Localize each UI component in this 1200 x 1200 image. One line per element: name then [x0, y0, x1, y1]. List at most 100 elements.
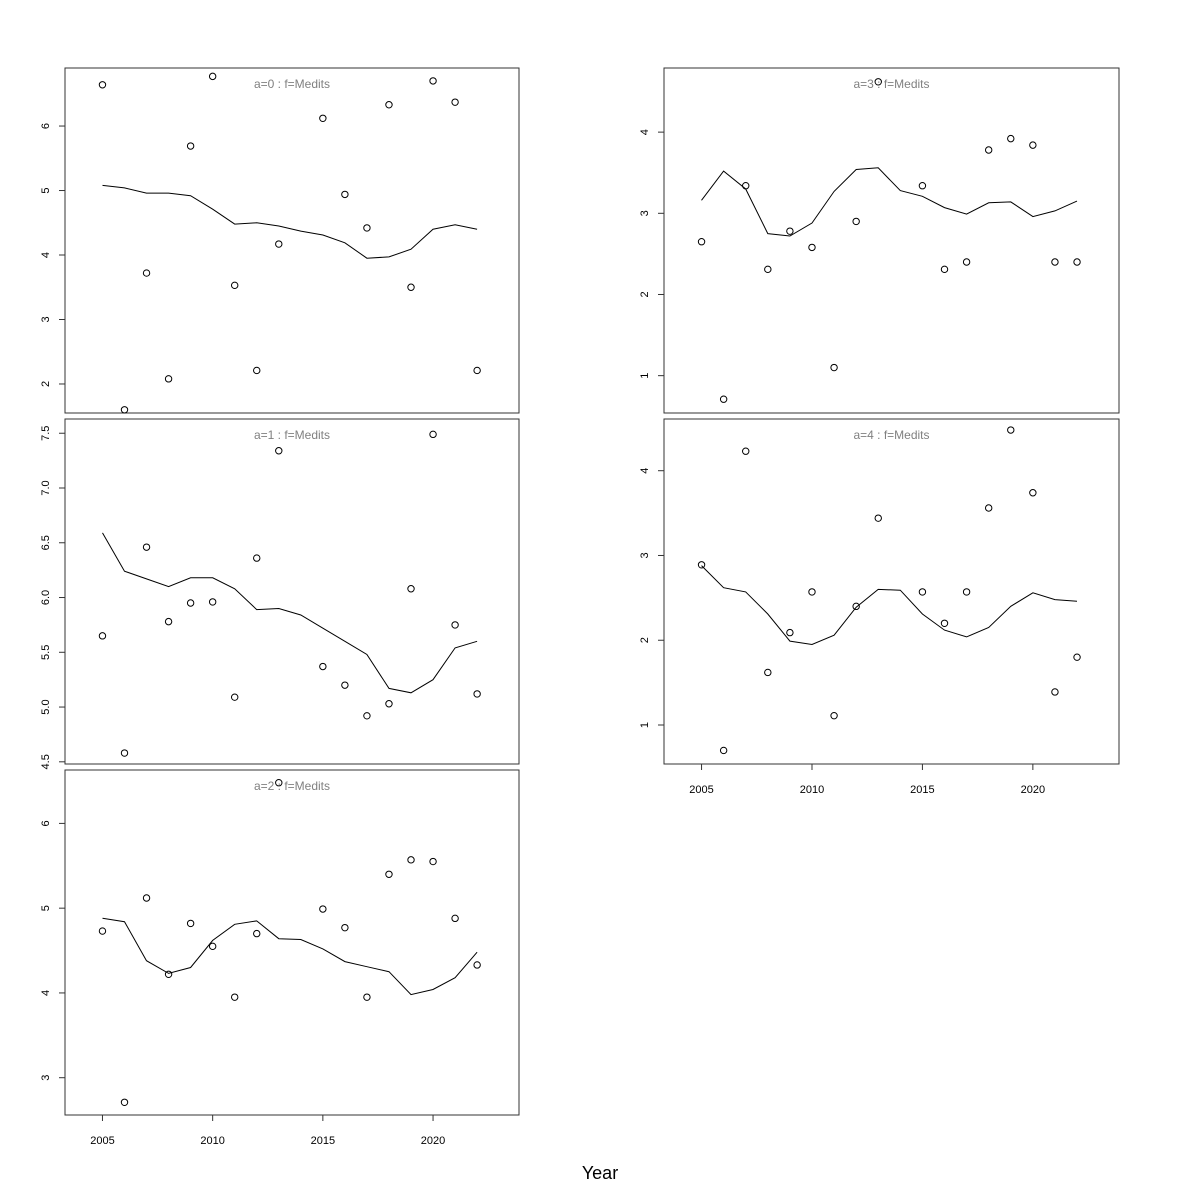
observation-point — [764, 265, 772, 274]
observation-point — [742, 182, 750, 190]
panel-frame — [663, 418, 1120, 765]
observation-point — [808, 243, 816, 252]
observation-point — [98, 81, 107, 89]
observation-point — [473, 690, 481, 698]
panel-frame — [64, 67, 520, 414]
y-tick-label: 5 — [40, 187, 52, 193]
observation-point — [852, 217, 860, 226]
y-tick-label: 3 — [639, 210, 651, 216]
y-tick-label: 6.5 — [40, 535, 52, 550]
observation-point — [1029, 141, 1037, 149]
observation-point — [142, 269, 151, 277]
observation-point — [429, 857, 437, 866]
y-tick-label: 5 — [40, 905, 52, 911]
observation-point — [385, 101, 393, 109]
panel-1: 4.5 5.0 5.5 6.0 6.5 7.0 7.5 a=1 : f=Medits — [40, 418, 520, 769]
observation-point — [275, 779, 283, 787]
observation-point — [253, 366, 261, 375]
observation-point — [451, 914, 459, 923]
observation-point — [341, 923, 349, 932]
fitted-line — [701, 167, 1078, 237]
observation-point — [742, 447, 750, 455]
observation-point — [319, 662, 327, 671]
observation-point — [208, 72, 217, 81]
observation-point — [451, 621, 459, 629]
x-tick-label: 2005 — [689, 784, 713, 796]
y-tick-label: 3 — [639, 552, 651, 558]
y-tick-label: 6 — [40, 820, 52, 826]
observation-point — [164, 617, 173, 626]
x-tick-label: 2015 — [311, 1135, 335, 1147]
observation-point — [120, 749, 129, 757]
observation-point — [962, 258, 971, 266]
observation-point — [230, 281, 239, 290]
observation-point — [808, 588, 816, 596]
observation-point — [385, 700, 393, 708]
observation-point — [363, 993, 371, 1001]
observation-point — [852, 602, 860, 611]
observation-point — [208, 942, 217, 951]
x-tick-label: 2020 — [421, 1135, 445, 1147]
observation-point — [962, 588, 971, 596]
panel-3: 1 2 3 4 a=3 : f=Medits — [639, 67, 1120, 414]
y-tick-label: 4 — [639, 129, 651, 135]
y-tick-label: 1 — [639, 373, 651, 379]
observation-point — [786, 628, 794, 637]
observation-point — [697, 238, 706, 246]
observation-point — [142, 894, 151, 902]
observation-point — [98, 927, 107, 935]
y-tick-label: 6.0 — [40, 590, 52, 605]
observation-point — [341, 681, 349, 689]
observation-point — [341, 190, 349, 199]
observation-point — [764, 668, 772, 677]
panel-frame — [64, 418, 520, 765]
y-tick-label: 7.5 — [40, 426, 52, 441]
observation-point — [319, 114, 327, 122]
fitted-line — [102, 184, 478, 259]
observation-point — [1007, 426, 1015, 434]
observation-point — [120, 1098, 129, 1106]
observation-point — [473, 366, 481, 375]
panel-title: a=0 : f=Medits — [254, 77, 330, 91]
fitted-line — [102, 917, 478, 996]
x-tick-label: 2005 — [90, 1135, 114, 1147]
fitted-line — [102, 532, 478, 694]
observation-point — [1073, 653, 1081, 661]
observation-point — [473, 961, 481, 969]
observation-point — [186, 599, 195, 607]
observation-point — [830, 711, 838, 720]
observation-point — [230, 993, 239, 1001]
observation-point — [407, 585, 415, 593]
observation-point — [275, 240, 283, 248]
observation-point — [940, 619, 949, 627]
observation-point — [451, 98, 459, 106]
observation-point — [407, 856, 415, 864]
observation-point — [164, 375, 173, 383]
observation-point — [275, 447, 283, 455]
observation-point — [120, 406, 129, 414]
observation-point — [1073, 258, 1081, 266]
observation-point — [874, 514, 882, 522]
panel-2: 3 4 5 6 2005 2010 2015 2020 a=2 : f=Medits — [40, 769, 520, 1147]
observation-point — [253, 929, 261, 938]
panel-frame — [64, 769, 520, 1116]
y-tick-label: 2 — [639, 291, 651, 297]
observation-point — [186, 919, 195, 928]
y-tick-label: 1 — [639, 722, 651, 728]
observation-point — [918, 588, 927, 596]
observation-point — [697, 561, 706, 569]
x-tick-label: 2020 — [1021, 784, 1045, 796]
observation-point — [363, 712, 371, 720]
observation-point — [98, 632, 107, 640]
panel-title: a=2 : f=Medits — [254, 779, 330, 793]
y-tick-label: 6 — [40, 123, 52, 129]
x-tick-label: 2015 — [910, 784, 934, 796]
y-tick-label: 7.0 — [40, 480, 52, 495]
observation-point — [208, 598, 217, 606]
y-tick-label: 3 — [40, 1075, 52, 1081]
panel-0: 2 3 4 5 6 a=0 : f=Medits — [40, 67, 520, 414]
observation-point — [319, 905, 327, 913]
x-tick-label: 2010 — [800, 784, 824, 796]
observation-point — [186, 142, 195, 150]
